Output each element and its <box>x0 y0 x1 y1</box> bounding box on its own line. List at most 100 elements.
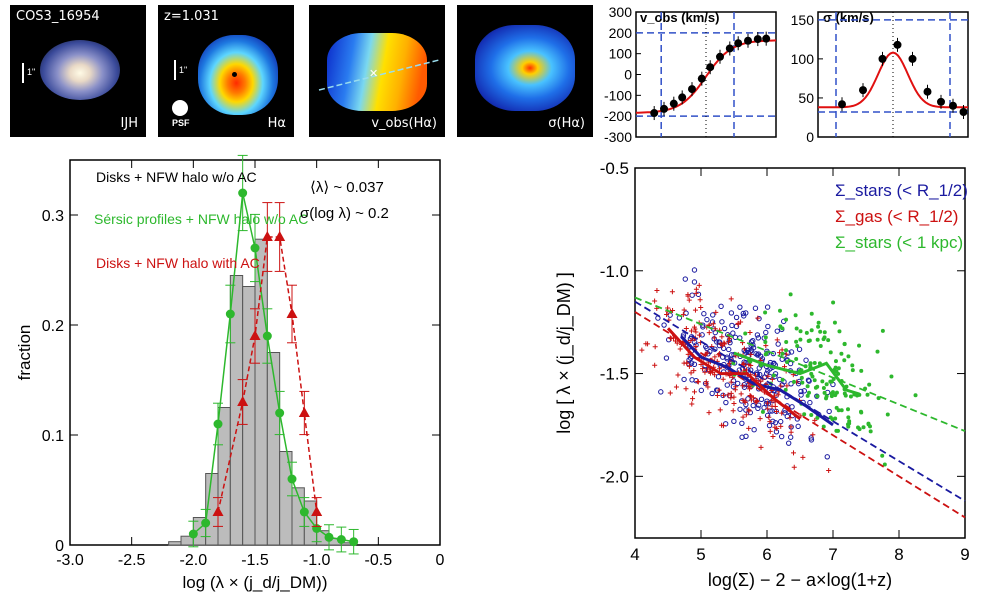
legend-entry: Σ_gas (< R_1/2) <box>835 207 958 226</box>
scatter-point <box>839 351 844 356</box>
scatter-point <box>719 334 725 340</box>
y-axis-label: log [ λ × (j_d/j_DM) ] <box>554 272 575 434</box>
scatter-point <box>833 359 838 364</box>
scatter-point <box>732 334 739 341</box>
y-axis-label: fraction <box>15 325 34 381</box>
scatter-point <box>740 397 746 403</box>
scatter-point <box>834 369 839 374</box>
scatter-point <box>867 382 872 387</box>
scale-label: 1" <box>27 67 36 77</box>
scatter-point <box>700 322 706 328</box>
scatter-point <box>704 350 710 356</box>
scatter-point <box>720 376 726 382</box>
scatter-point <box>755 351 762 357</box>
scatter-point <box>664 311 670 317</box>
scatter-point <box>746 407 752 413</box>
scatter-point <box>731 418 737 424</box>
scatter-point <box>683 386 689 392</box>
scatter-point <box>698 304 704 310</box>
scatter-point <box>764 400 770 406</box>
histogram-bar <box>242 286 256 546</box>
scatter-point <box>691 267 698 273</box>
scatter-point <box>755 402 762 408</box>
scatter-point <box>728 390 734 396</box>
scatter-point <box>798 413 804 419</box>
x-tick-label: 6 <box>762 545 771 564</box>
scatter-point <box>791 379 796 384</box>
scatter-point <box>836 408 841 413</box>
scatter-point <box>754 332 761 338</box>
scatter-point <box>824 454 830 460</box>
scatter-point <box>818 329 823 334</box>
scatter-point <box>763 310 768 315</box>
scatter-point <box>692 326 698 332</box>
scatter-point <box>885 412 890 417</box>
scatter-point <box>740 383 746 389</box>
scatter-point <box>702 369 708 375</box>
scatter-point <box>652 362 658 368</box>
scatter-point <box>747 392 753 398</box>
lambda-vs-sigma-scatter: 4 5 6 7 8 9 -0.5 -1.0 -1.5 -2.0 Σ_stars (< R_1/2) Σ… <box>554 159 970 590</box>
scatter-point <box>675 372 681 378</box>
scatter-point <box>743 401 749 408</box>
scatter-point <box>798 388 804 395</box>
x-tick-label: -3.0 <box>56 552 84 569</box>
scatter-point <box>639 347 645 353</box>
scatter-point <box>751 427 757 433</box>
scatter-point <box>763 340 768 345</box>
data-point <box>716 52 724 61</box>
scatter-point <box>763 335 768 340</box>
x-tick-label: -1.0 <box>303 552 331 569</box>
scatter-point <box>824 396 829 401</box>
scatter-point <box>821 385 826 390</box>
scatter-point <box>746 425 752 431</box>
scatter-point <box>771 373 776 378</box>
y-tick-label: 0 <box>806 129 814 145</box>
scatter-point <box>765 406 771 412</box>
scatter-point <box>846 415 851 420</box>
scatter-point <box>836 366 841 371</box>
scatter-point <box>796 346 803 353</box>
scatter-point <box>784 339 789 344</box>
scatter-point <box>774 337 780 343</box>
data-point <box>669 99 678 108</box>
data-point <box>237 396 249 406</box>
scatter-point <box>680 312 686 318</box>
scatter-point <box>743 412 749 418</box>
scatter-point <box>794 339 799 344</box>
data-point <box>878 54 887 63</box>
y-tick-label: -0.5 <box>600 159 629 178</box>
center-marker <box>232 72 237 77</box>
scatter-point <box>772 419 779 426</box>
scatter-point <box>798 392 804 398</box>
scatter-point <box>690 396 696 402</box>
scale-bar <box>174 60 176 80</box>
scatter-point <box>815 394 820 399</box>
scatter-point <box>812 360 817 365</box>
scatter-point <box>791 464 797 470</box>
scatter-point <box>791 450 797 456</box>
thumbnail-velocity: ✕ v_obs(Hα) <box>309 5 445 137</box>
scatter-point <box>713 309 719 315</box>
scatter-point <box>670 307 676 313</box>
scatter-point <box>765 323 771 330</box>
data-point <box>213 419 223 429</box>
fit-line <box>634 311 966 519</box>
scatter-point <box>824 382 829 387</box>
scatter-point <box>804 330 809 335</box>
scatter-point <box>719 422 725 428</box>
scatter-point <box>818 343 823 348</box>
scatter-point <box>815 384 820 389</box>
scatter-point <box>846 354 851 359</box>
data-point <box>762 34 771 43</box>
scatter-point <box>808 362 813 367</box>
scatter-point <box>830 417 835 422</box>
y-tick-label: 100 <box>609 46 633 62</box>
scatter-point <box>695 379 701 385</box>
scatter-point <box>812 378 817 383</box>
halpha-map <box>198 35 278 115</box>
scatter-point <box>795 343 800 348</box>
data-point <box>349 537 359 547</box>
scatter-point <box>752 372 758 378</box>
